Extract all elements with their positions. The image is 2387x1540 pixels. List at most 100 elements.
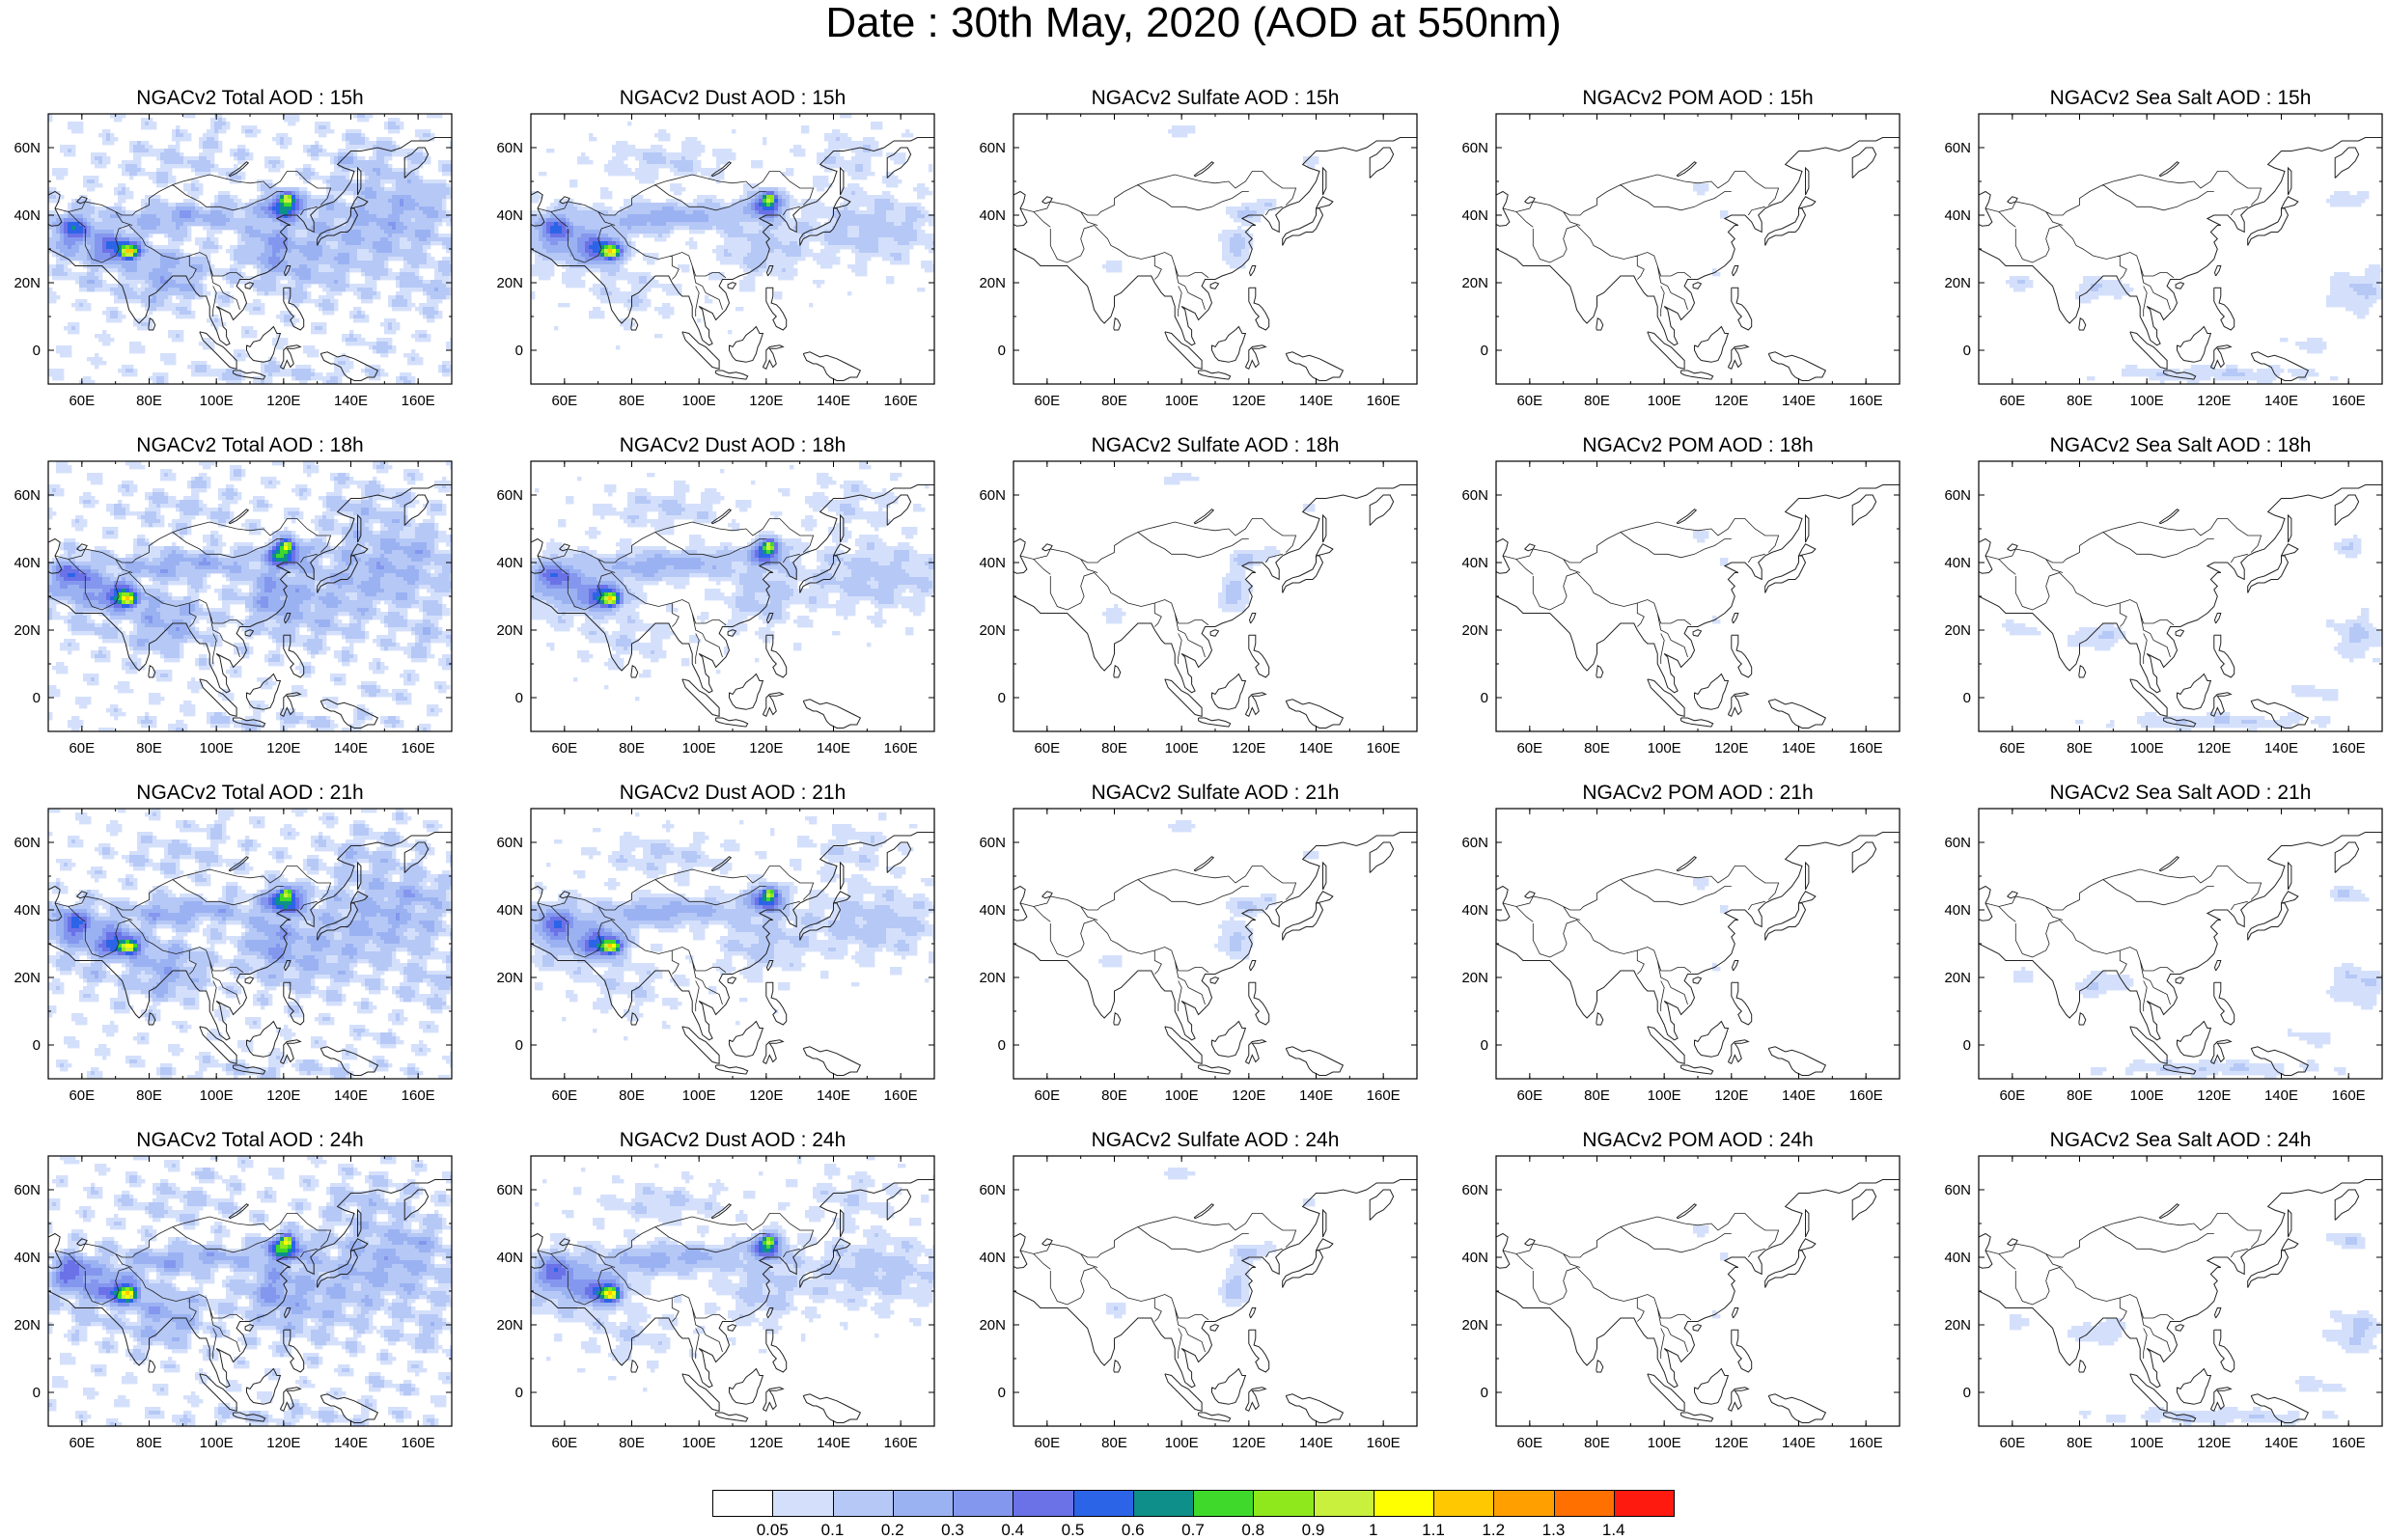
x-tick-label: 140E <box>1782 1435 1816 1451</box>
x-tick-label: 80E <box>136 1435 162 1451</box>
map-plot: 60E 80E 100E 120E 140E 160E 60N 40N 20N 0 <box>1944 113 2383 409</box>
x-tick-label: 120E <box>749 1087 783 1104</box>
x-tick-label: 100E <box>1165 393 1199 409</box>
aod-field <box>531 114 934 350</box>
main-title: Date : 30th May, 2020 (AOD at 550nm) <box>0 0 2387 46</box>
aod-field <box>48 809 452 1079</box>
panel-title: NGACv2 Total AOD : 18h <box>48 434 452 457</box>
x-tick-label: 160E <box>884 1435 918 1451</box>
colorbar-label: 0.7 <box>1181 1521 1205 1540</box>
colorbar-swatch <box>832 1490 894 1517</box>
x-tick-label: 100E <box>2130 1087 2164 1104</box>
panel-title: NGACv2 Dust AOD : 18h <box>531 434 934 457</box>
x-tick-label: 160E <box>402 1435 435 1451</box>
y-tick-label: 40N <box>1944 902 1971 919</box>
x-tick-label: 120E <box>2197 393 2231 409</box>
x-tick-label: 120E <box>2197 740 2231 756</box>
x-tick-label: 80E <box>619 740 645 756</box>
x-tick-label: 60E <box>1999 1435 2025 1451</box>
x-tick-label: 100E <box>1648 740 1681 756</box>
map-panel-sulfate: NGACv2 Sulfate AOD : 15h 60E 80E 100E 120E 14… <box>965 87 1448 415</box>
map-panel-seasalt: NGACv2 Sea Salt AOD : 15h 60E 80E 100E 120E 1… <box>1930 87 2387 415</box>
x-tick-label: 160E <box>1367 393 1401 409</box>
aod-field <box>1693 183 1729 277</box>
coastlines <box>531 832 934 1076</box>
map-plot: 60E 80E 100E 120E 140E 160E 60N 40N 20N 0 <box>979 808 1418 1104</box>
coastlines <box>1013 137 1417 381</box>
y-tick-label: 20N <box>979 622 1006 639</box>
x-tick-label: 60E <box>1516 1435 1542 1451</box>
map-panel-seasalt: NGACv2 Sea Salt AOD : 18h 60E 80E 100E 120E 1… <box>1930 434 2387 762</box>
x-tick-label: 120E <box>1232 1435 1265 1451</box>
aod-field <box>531 812 934 1041</box>
map-panel-dust: NGACv2 Dust AOD : 21h 60E 80E 100E 120E 140E 1… <box>483 782 965 1110</box>
colorbar-swatch <box>1132 1490 1194 1517</box>
y-tick-label: 60N <box>496 487 523 504</box>
aod-field <box>1693 1225 1729 1319</box>
colorbar-label: 0.6 <box>1122 1521 1145 1540</box>
map-plot: 60E 80E 100E 120E 140E 160E 60N 40N 20N 0 <box>1461 1155 1901 1451</box>
aod-field <box>531 461 934 701</box>
y-tick-label: 0 <box>1481 1385 1488 1401</box>
colorbar-swatch <box>892 1490 954 1517</box>
aod-field <box>2002 535 2382 731</box>
aod-field <box>48 1156 452 1426</box>
y-tick-label: 0 <box>1481 690 1488 706</box>
x-tick-label: 100E <box>1648 1435 1681 1451</box>
aod-field <box>48 114 452 384</box>
map-panel-total: NGACv2 Total AOD : 15h 60E 80E 100E 120E 140E… <box>0 87 483 415</box>
aod-field <box>1102 473 1316 624</box>
map-plot: 60E 80E 100E 120E 140E 160E 60N 40N 20N 0 <box>1461 460 1901 756</box>
x-tick-label: 120E <box>1232 740 1265 756</box>
panel-title: NGACv2 Sea Salt AOD : 18h <box>1979 434 2382 457</box>
aod-field <box>1693 878 1729 972</box>
y-tick-label: 40N <box>14 902 41 919</box>
x-tick-label: 160E <box>2332 740 2366 756</box>
panel-title: NGACv2 Sulfate AOD : 18h <box>1013 434 1417 457</box>
x-tick-label: 160E <box>402 393 435 409</box>
y-tick-label: 0 <box>998 1385 1006 1401</box>
x-tick-label: 100E <box>682 393 716 409</box>
panel-title: NGACv2 POM AOD : 15h <box>1496 87 1900 110</box>
x-tick-label: 60E <box>1516 1087 1542 1104</box>
coastlines <box>48 484 452 729</box>
map-plot: 60E 80E 100E 120E 140E 160E 60N 40N 20N 0 <box>1461 808 1901 1104</box>
map-frame <box>1495 113 1901 385</box>
x-tick-label: 160E <box>884 1087 918 1104</box>
x-tick-label: 140E <box>334 1435 368 1451</box>
x-tick-label: 120E <box>1714 1087 1748 1104</box>
y-tick-label: 40N <box>979 555 1006 571</box>
panel-title: NGACv2 Sea Salt AOD : 24h <box>1979 1129 2382 1152</box>
x-tick-label: 60E <box>551 1435 577 1451</box>
x-tick-label: 100E <box>1165 1087 1199 1104</box>
y-tick-label: 20N <box>1461 1317 1488 1334</box>
x-tick-label: 60E <box>1034 1435 1060 1451</box>
x-tick-label: 140E <box>2264 1435 2298 1451</box>
x-tick-label: 120E <box>266 393 300 409</box>
coastlines <box>1013 1179 1417 1423</box>
colorbar-label: 0.3 <box>941 1521 964 1540</box>
x-tick-label: 100E <box>2130 1435 2164 1451</box>
y-tick-label: 60N <box>1944 1182 1971 1198</box>
x-tick-label: 140E <box>334 1087 368 1104</box>
y-tick-label: 20N <box>496 1317 523 1334</box>
map-plot: 60E 80E 100E 120E 140E 160E 60N 40N 20N 0 <box>14 460 453 756</box>
y-tick-label: 40N <box>14 555 41 571</box>
map-frame <box>1013 1155 1418 1427</box>
x-tick-label: 160E <box>2332 1435 2366 1451</box>
y-tick-label: 40N <box>496 902 523 919</box>
map-panel-sulfate: NGACv2 Sulfate AOD : 18h 60E 80E 100E 120E 14… <box>965 434 1448 762</box>
y-tick-label: 0 <box>33 343 41 359</box>
x-tick-label: 160E <box>1849 740 1883 756</box>
x-tick-label: 100E <box>200 740 234 756</box>
aod-field <box>1102 125 1319 273</box>
y-tick-label: 40N <box>1461 207 1488 224</box>
x-tick-label: 80E <box>1101 740 1127 756</box>
x-tick-label: 60E <box>69 1087 95 1104</box>
x-tick-label: 120E <box>749 393 783 409</box>
map-panel-seasalt: NGACv2 Sea Salt AOD : 24h 60E 80E 100E 120E 1… <box>1930 1129 2387 1457</box>
y-tick-label: 0 <box>1963 343 1971 359</box>
x-tick-label: 140E <box>1299 393 1333 409</box>
y-tick-label: 60N <box>1944 487 1971 504</box>
